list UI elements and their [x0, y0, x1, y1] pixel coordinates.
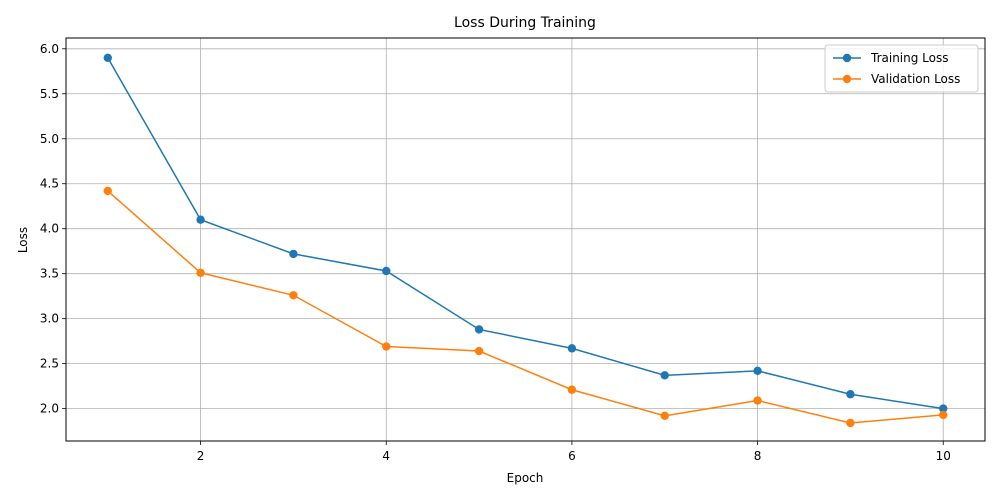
- data-point-validation-loss: [753, 396, 762, 405]
- legend-item-validation-loss: Validation Loss: [833, 72, 960, 86]
- y-tick-label: 3.5: [40, 267, 59, 281]
- legend-marker-swatch: [842, 74, 852, 84]
- data-point-training-loss: [660, 371, 669, 380]
- data-point-validation-loss: [289, 291, 298, 300]
- y-tick-label: 4.0: [40, 222, 59, 236]
- data-point-training-loss: [474, 325, 484, 334]
- x-tick-label: 2: [197, 449, 205, 463]
- data-point-validation-loss: [660, 411, 669, 421]
- legend: Training Loss Validation Loss: [824, 44, 979, 93]
- series-line-training-loss: [107, 57, 944, 410]
- x-tick-label: 8: [754, 449, 762, 463]
- data-point-training-loss: [196, 215, 205, 224]
- data-point-validation-loss: [196, 268, 205, 277]
- legend-item-training-loss: Training Loss: [833, 51, 948, 65]
- data-point-validation-loss: [846, 418, 855, 428]
- y-axis-title: Loss: [16, 227, 30, 253]
- chart-title: Loss During Training: [454, 15, 596, 31]
- y-tick-label: 2.5: [40, 357, 59, 371]
- axis-ticks: 2 4 6 8 10 2.0 2.5 3.0 3.5 4.0 4.5 5.0 5.5 6.0: [40, 42, 951, 463]
- plot-area-frame: [65, 37, 986, 442]
- y-tick-label: 5.5: [40, 87, 59, 101]
- data-point-training-loss: [753, 366, 762, 376]
- x-axis-title: Epoch: [507, 471, 544, 485]
- y-tick-label: 2.0: [40, 402, 59, 416]
- y-tick-label: 3.0: [40, 312, 59, 326]
- x-tick-label: 10: [936, 449, 951, 463]
- data-point-training-loss: [846, 390, 855, 399]
- legend-marker-swatch: [842, 53, 852, 63]
- data-point-validation-loss: [939, 410, 948, 420]
- data-point-training-loss: [103, 53, 112, 62]
- x-tick-label: 4: [382, 449, 390, 463]
- legend-label: Validation Loss: [871, 72, 960, 86]
- grid: [66, 38, 985, 441]
- data-point-validation-loss: [474, 346, 484, 356]
- series-training-loss: [103, 53, 948, 413]
- x-tick-label: 6: [568, 449, 576, 463]
- y-tick-label: 5.0: [40, 132, 59, 146]
- y-tick-label: 4.5: [40, 177, 59, 191]
- series-layer: [103, 53, 948, 428]
- series-line-validation-loss: [107, 190, 944, 424]
- data-point-training-loss: [567, 344, 577, 353]
- data-point-validation-loss: [567, 385, 577, 394]
- data-point-training-loss: [289, 249, 298, 259]
- series-validation-loss: [103, 186, 948, 428]
- data-point-training-loss: [382, 266, 391, 276]
- legend-frame: [824, 44, 979, 93]
- data-point-validation-loss: [382, 342, 391, 351]
- legend-label: Training Loss: [870, 51, 948, 65]
- y-tick-label: 6.0: [40, 42, 59, 56]
- data-point-validation-loss: [103, 186, 112, 196]
- data-point-training-loss: [939, 404, 948, 413]
